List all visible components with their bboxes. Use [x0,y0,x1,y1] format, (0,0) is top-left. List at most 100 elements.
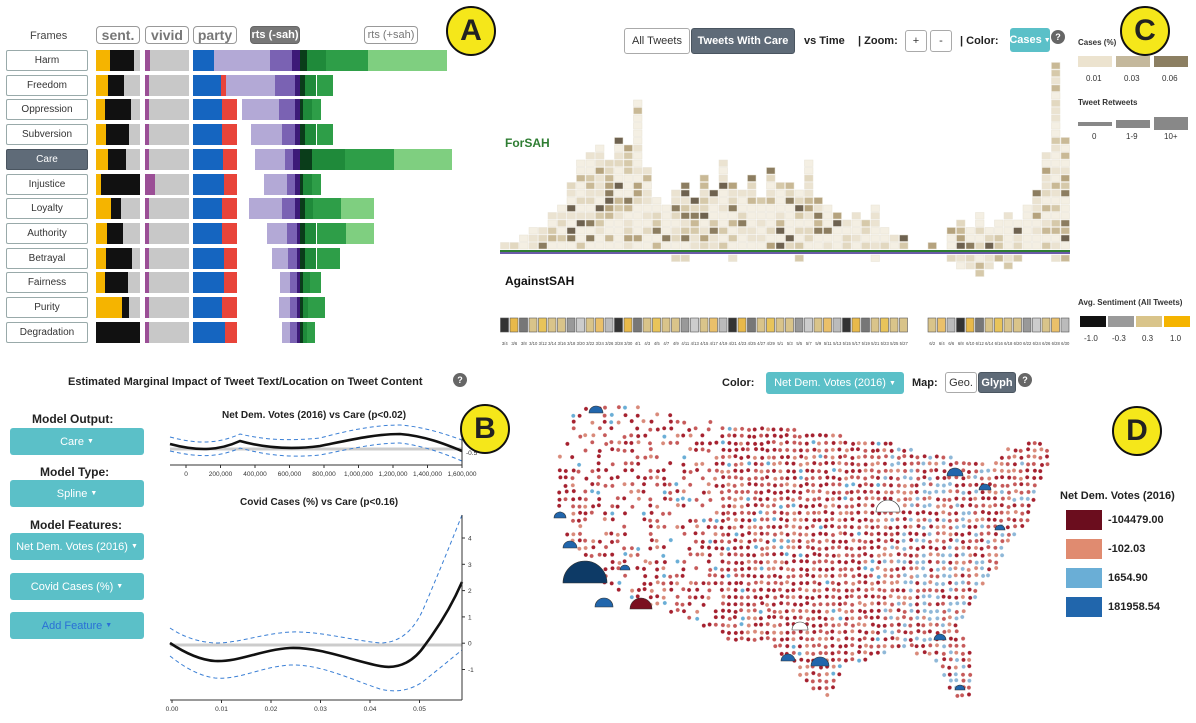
county-glyph[interactable] [636,496,642,502]
county-glyph[interactable] [699,544,705,550]
county-glyph[interactable] [655,518,660,524]
county-glyph[interactable] [810,573,816,579]
county-glyph[interactable] [733,538,738,543]
county-glyph[interactable] [889,622,895,628]
tweet-cell[interactable] [690,242,700,250]
county-glyph[interactable] [1039,447,1044,452]
county-glyph[interactable] [909,502,915,508]
tweet-cell[interactable] [1003,227,1013,235]
county-glyph[interactable] [635,565,640,571]
county-glyph[interactable] [693,539,699,544]
county-glyph[interactable] [804,608,809,614]
county-glyph[interactable] [927,593,932,599]
county-glyph[interactable] [843,461,849,467]
county-glyph[interactable] [889,462,895,468]
county-glyph[interactable] [803,455,809,461]
county-glyph[interactable] [615,539,620,544]
county-glyph[interactable] [901,643,907,649]
county-glyph[interactable] [856,496,862,501]
county-glyph[interactable] [986,496,991,501]
county-glyph[interactable] [798,573,804,579]
tweet-cell[interactable] [576,234,586,242]
county-glyph[interactable] [753,622,758,627]
county-glyph[interactable] [824,685,829,691]
county-glyph[interactable] [961,511,966,516]
county-glyph[interactable] [869,454,875,460]
county-glyph[interactable] [993,490,998,495]
county-glyph[interactable] [654,538,659,544]
county-glyph[interactable] [868,651,874,656]
tweet-cell[interactable] [899,242,909,250]
county-glyph[interactable] [680,433,686,438]
tweet-cell[interactable] [994,227,1004,235]
county-glyph[interactable] [908,545,914,550]
county-glyph[interactable] [758,616,764,621]
county-glyph[interactable] [766,524,771,530]
sentiment-day-cell[interactable] [984,317,994,333]
county-glyph[interactable] [629,461,635,466]
county-glyph[interactable] [720,454,726,460]
county-glyph[interactable] [713,531,718,537]
sentiment-day-cell[interactable] [709,317,718,333]
county-glyph[interactable] [792,517,797,522]
county-glyph[interactable] [907,531,913,536]
county-glyph[interactable] [837,601,843,607]
county-glyph[interactable] [817,573,823,579]
sentiment-day-cell[interactable] [595,317,604,333]
tweet-cell[interactable] [842,219,852,227]
county-glyph[interactable] [940,588,945,594]
county-glyph[interactable] [675,502,681,508]
tweet-cell[interactable] [671,227,681,235]
tweet-cell[interactable] [566,189,576,197]
county-glyph[interactable] [797,665,803,670]
county-glyph[interactable] [701,490,707,495]
tweet-cell[interactable] [699,204,709,212]
county-glyph[interactable] [850,516,855,522]
county-glyph[interactable] [967,678,972,683]
county-glyph[interactable] [577,496,583,501]
county-glyph[interactable] [953,587,959,593]
tweet-cell[interactable] [766,212,776,220]
county-glyph[interactable] [1025,462,1031,467]
county-glyph[interactable] [830,573,835,579]
tweet-cell[interactable] [794,254,804,262]
county-glyph[interactable] [778,490,784,495]
county-glyph[interactable] [784,523,789,529]
county-glyph[interactable] [779,551,784,557]
county-glyph[interactable] [890,454,895,460]
county-glyph[interactable] [733,475,739,480]
county-glyph[interactable] [765,517,770,522]
county-glyph[interactable] [733,427,738,432]
county-glyph[interactable] [876,496,881,501]
county-glyph[interactable] [954,581,959,586]
county-glyph[interactable] [753,446,759,452]
county-glyph[interactable] [850,629,855,634]
county-glyph[interactable] [947,594,952,600]
county-glyph[interactable] [772,510,777,515]
county-glyph[interactable] [863,539,868,545]
county-glyph[interactable] [908,580,914,585]
county-glyph[interactable] [843,539,849,544]
county-glyph[interactable] [791,545,796,550]
county-glyph[interactable] [914,538,920,543]
county-glyph[interactable] [712,476,718,481]
county-glyph[interactable] [721,511,726,516]
county-glyph[interactable] [773,559,778,565]
county-glyph[interactable] [855,489,861,494]
county-glyph[interactable] [966,510,972,516]
county-glyph[interactable] [941,644,947,649]
county-glyph[interactable] [739,426,745,432]
county-glyph[interactable] [765,635,771,641]
county-glyph[interactable] [902,609,907,615]
county-glyph[interactable] [746,559,752,564]
county-glyph[interactable] [810,433,815,438]
county-glyph[interactable] [810,595,815,601]
sentiment-day-cell[interactable] [623,317,633,333]
tweet-cell[interactable] [1060,167,1070,175]
county-glyph[interactable] [870,495,875,501]
county-glyph[interactable] [849,524,855,530]
county-glyph[interactable] [934,454,940,459]
county-glyph[interactable] [948,601,953,607]
county-glyph[interactable] [642,475,648,481]
tweet-cell[interactable] [1022,204,1032,212]
